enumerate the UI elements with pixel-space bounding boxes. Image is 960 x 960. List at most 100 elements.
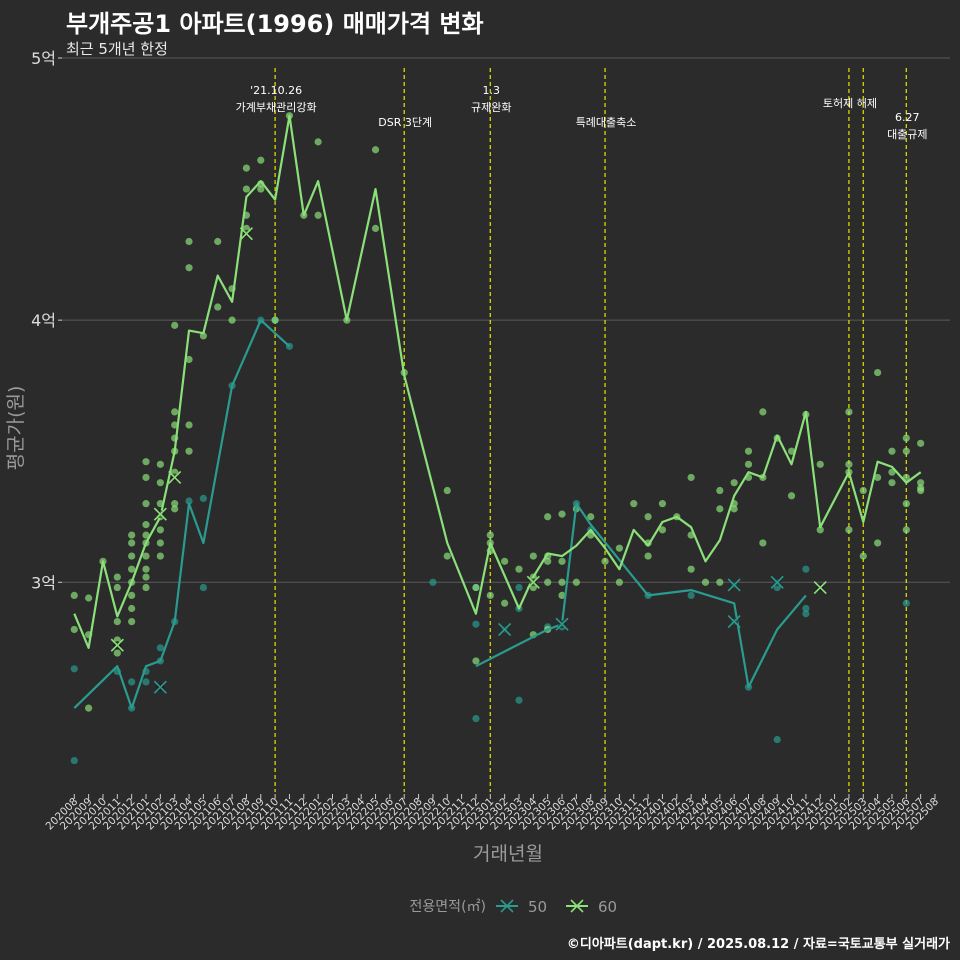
point-s50	[156, 644, 164, 652]
point-s60	[572, 578, 580, 586]
point-s60	[142, 521, 150, 529]
point-s60	[113, 573, 121, 581]
legend-label: 60	[598, 898, 617, 916]
point-s60	[859, 486, 867, 495]
event-label: 6.27	[895, 111, 920, 124]
point-s60	[486, 591, 494, 599]
point-s60	[185, 447, 193, 455]
x-mark-stroke	[498, 622, 512, 637]
x-mark-s50	[498, 622, 512, 637]
point-s60	[558, 578, 566, 586]
point-s60	[845, 408, 853, 416]
point-s60	[113, 618, 121, 626]
point-s60	[687, 565, 695, 573]
point-s60	[142, 552, 150, 560]
point-s60	[529, 552, 537, 560]
point-s60	[142, 500, 150, 508]
gridlines	[62, 57, 950, 583]
point-s60	[142, 458, 150, 466]
point-s60	[128, 618, 136, 626]
point-s60	[787, 447, 796, 455]
event-label: DSR 3단계	[378, 116, 432, 129]
point-s50	[515, 583, 523, 592]
point-s50	[142, 678, 150, 686]
point-s60	[371, 146, 380, 154]
point-s50	[802, 610, 810, 618]
x-mark-stroke	[239, 227, 253, 241]
point-s60	[558, 510, 566, 518]
point-s50	[802, 565, 810, 573]
point-s50	[429, 578, 437, 586]
point-s50	[70, 665, 78, 673]
point-s60	[601, 557, 609, 565]
point-s60	[644, 552, 652, 560]
event-label: 가계부채관리강화	[236, 101, 317, 114]
point-s60	[816, 526, 824, 534]
point-s50	[199, 583, 207, 592]
point-s60	[314, 211, 322, 219]
point-s60	[716, 486, 724, 495]
point-s60	[917, 486, 925, 495]
event-label: 토허제 해제	[823, 96, 877, 110]
point-s60	[472, 583, 480, 592]
x-mark-s60	[110, 638, 124, 652]
point-s60	[242, 164, 251, 172]
legend-x	[500, 899, 514, 913]
x-mark-s60	[813, 580, 827, 595]
x-mark-stroke	[153, 680, 167, 694]
point-s60	[171, 408, 179, 416]
point-s60	[615, 544, 624, 552]
chart-subtitle: 최근 5개년 한정	[66, 40, 168, 58]
legend: 전용면적(㎡) 50 60	[410, 898, 618, 916]
point-s60	[558, 557, 566, 565]
series-line-60	[73, 114, 922, 649]
point-s60	[888, 479, 896, 487]
point-s60	[128, 604, 136, 613]
point-s60	[228, 316, 236, 324]
point-s60	[443, 552, 451, 560]
x-mark-stroke	[168, 470, 182, 484]
point-s60	[199, 332, 207, 340]
x-mark-s50	[153, 680, 167, 694]
chart-title: 부개주공1 아파트(1996) 매매가격 변화	[66, 10, 484, 38]
point-s60	[156, 460, 164, 468]
event-label: '21.10.26	[250, 84, 302, 97]
point-s50	[472, 620, 480, 628]
point-s60	[658, 526, 667, 534]
point-s60	[902, 526, 910, 534]
point-s60	[759, 539, 767, 547]
point-s60	[142, 583, 150, 592]
point-s60	[816, 460, 824, 468]
point-s60	[544, 578, 552, 586]
x-mark-s60	[168, 470, 182, 484]
point-s60	[128, 591, 136, 599]
y-axis-title: 평균가(원)	[5, 386, 27, 471]
x-mark-stroke	[555, 617, 569, 631]
point-s60	[185, 264, 193, 272]
point-s60	[70, 625, 78, 634]
point-s50	[687, 591, 695, 599]
legend-x	[570, 899, 584, 913]
point-s60	[171, 321, 179, 329]
point-s60	[257, 185, 265, 193]
point-s60	[544, 513, 552, 521]
point-s60	[185, 355, 193, 364]
point-s60	[558, 591, 566, 599]
point-s60	[214, 303, 222, 311]
x-mark-stroke	[727, 615, 741, 629]
point-s60	[156, 539, 164, 547]
point-s60	[113, 649, 121, 657]
y-tick-label: 4억	[31, 311, 56, 330]
event-label: 1.3	[483, 84, 501, 97]
point-s60	[156, 552, 164, 560]
axes: 3억4억5억2020082020092020102020112020122021…	[31, 49, 941, 832]
point-s60	[874, 368, 882, 377]
point-s60	[128, 565, 136, 573]
x-mark-stroke	[110, 638, 124, 652]
point-s60	[845, 460, 853, 468]
point-s60	[701, 578, 710, 586]
x-mark-stroke	[727, 578, 741, 592]
x-mark-s50	[727, 615, 741, 629]
